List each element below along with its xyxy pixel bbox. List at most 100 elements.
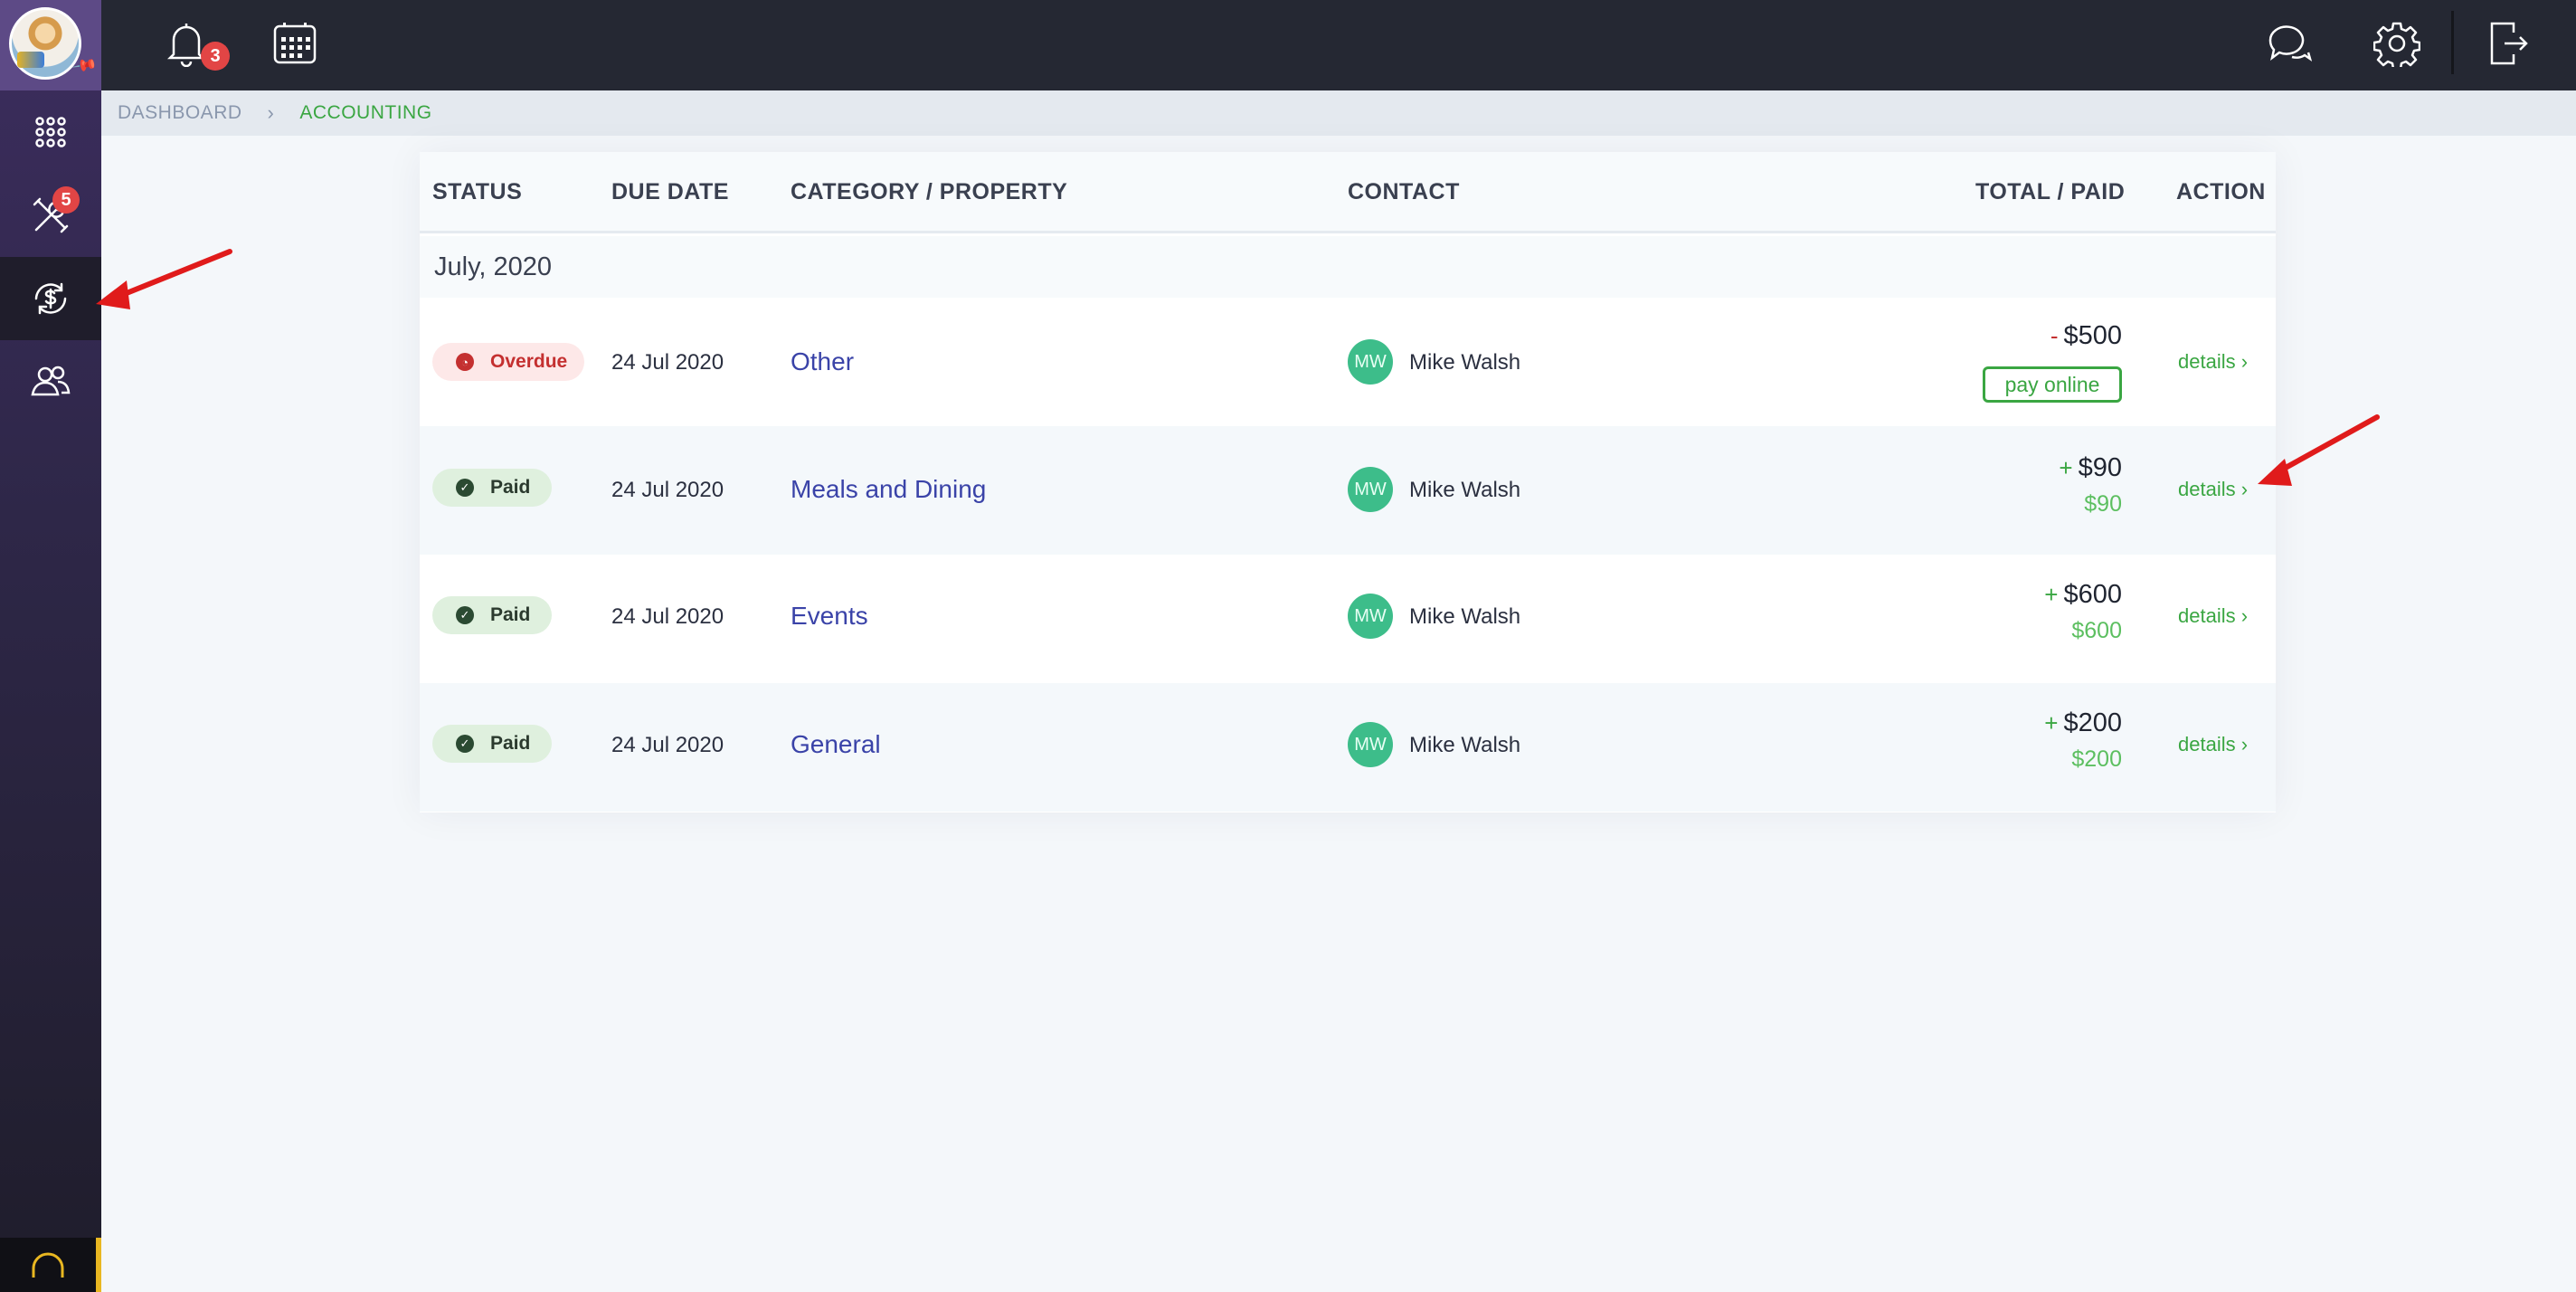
sidebar: 📌 5 bbox=[0, 0, 101, 1292]
amount-sign: + bbox=[2059, 454, 2073, 481]
contact-name: Mike Walsh bbox=[1409, 478, 1521, 502]
column-total: TOTAL / PAID bbox=[1975, 179, 2126, 204]
total-amount: - $500 bbox=[2050, 321, 2122, 351]
contact-avatar: MW bbox=[1348, 594, 1393, 639]
month-group-label: July, 2020 bbox=[434, 252, 553, 281]
sidebar-item-accounting[interactable] bbox=[0, 257, 101, 340]
annotation-arrow-sidebar bbox=[96, 249, 232, 309]
sidebar-item-contacts[interactable] bbox=[0, 340, 101, 423]
gear-icon bbox=[2373, 22, 2420, 67]
total-amount: + $200 bbox=[2044, 708, 2122, 738]
paid-amount: $600 bbox=[2071, 618, 2122, 643]
details-label: details bbox=[2178, 478, 2236, 500]
contact-name: Mike Walsh bbox=[1409, 350, 1521, 375]
accounting-icon bbox=[34, 282, 67, 315]
paid-amount: $200 bbox=[2071, 746, 2122, 772]
status-badge: ✓ Paid bbox=[432, 596, 552, 634]
due-date: 24 Jul 2020 bbox=[611, 350, 724, 375]
total-amount: + $600 bbox=[2044, 580, 2122, 610]
chevron-right-icon: › bbox=[2240, 733, 2249, 755]
contact-name: Mike Walsh bbox=[1409, 733, 1521, 757]
breadcrumb-dashboard[interactable]: DASHBOARD bbox=[118, 102, 242, 123]
column-due-date: DUE DATE bbox=[611, 179, 729, 204]
total-value: $500 bbox=[2063, 321, 2122, 350]
contact-name: Mike Walsh bbox=[1409, 604, 1521, 629]
column-category: CATEGORY / PROPERTY bbox=[791, 179, 1068, 204]
logout-button[interactable] bbox=[2484, 18, 2534, 69]
status-label: Paid bbox=[490, 477, 531, 498]
details-label: details bbox=[2178, 733, 2236, 755]
paid-amount: $90 bbox=[2084, 491, 2122, 517]
category-link[interactable]: General bbox=[791, 730, 881, 758]
chat-button[interactable] bbox=[2263, 18, 2314, 69]
due-date: 24 Jul 2020 bbox=[611, 604, 724, 629]
status-label: Overdue bbox=[490, 351, 568, 372]
pay-online-button[interactable]: pay online bbox=[1983, 366, 2122, 403]
support-button[interactable] bbox=[0, 1238, 101, 1292]
chevron-right-icon: › bbox=[2240, 604, 2249, 627]
notification-badge: 3 bbox=[201, 42, 230, 71]
table-header: STATUS DUE DATE CATEGORY / PROPERTY CONT… bbox=[420, 152, 2276, 233]
topbar-divider bbox=[2451, 11, 2454, 74]
calendar-button[interactable] bbox=[270, 18, 320, 69]
column-status: STATUS bbox=[432, 179, 523, 204]
contact-avatar: MW bbox=[1348, 339, 1393, 385]
sidebar-item-apps[interactable] bbox=[0, 90, 101, 174]
logout-icon bbox=[2490, 22, 2528, 65]
status-label: Paid bbox=[490, 733, 531, 754]
details-label: details bbox=[2178, 604, 2236, 627]
status-label: Paid bbox=[490, 604, 531, 625]
check-icon: ✓ bbox=[456, 735, 474, 753]
due-date: 24 Jul 2020 bbox=[611, 478, 724, 502]
calendar-icon bbox=[273, 23, 317, 64]
due-date: 24 Jul 2020 bbox=[611, 733, 724, 757]
status-badge: ✓ Paid bbox=[432, 469, 552, 507]
amount-sign: + bbox=[2044, 581, 2059, 608]
table-row: ◔ Overdue 24 Jul 2020 Other MW Mike Wals… bbox=[420, 298, 2276, 426]
notifications-button[interactable] bbox=[161, 18, 212, 69]
check-icon: ✓ bbox=[456, 479, 474, 497]
headset-icon bbox=[32, 1252, 64, 1278]
details-link[interactable]: details › bbox=[2178, 350, 2248, 374]
month-group: July, 2020 bbox=[420, 236, 2276, 298]
accounting-table: STATUS DUE DATE CATEGORY / PROPERTY CONT… bbox=[420, 152, 2276, 812]
details-link[interactable]: details › bbox=[2178, 604, 2248, 628]
column-contact: CONTACT bbox=[1348, 179, 1460, 204]
status-badge: ✓ Paid bbox=[432, 725, 552, 763]
status-badge: ◔ Overdue bbox=[432, 343, 584, 381]
breadcrumb-accounting: ACCOUNTING bbox=[299, 102, 432, 123]
breadcrumb: DASHBOARD › ACCOUNTING bbox=[101, 90, 2576, 136]
table-row: ✓ Paid 24 Jul 2020 Meals and Dining MW M… bbox=[420, 426, 2276, 555]
details-link[interactable]: details › bbox=[2178, 733, 2248, 756]
chevron-right-icon: › bbox=[2240, 478, 2249, 500]
total-amount: + $90 bbox=[2059, 453, 2122, 483]
contact-avatar: MW bbox=[1348, 467, 1393, 512]
chat-icon bbox=[2268, 25, 2312, 62]
total-value: $90 bbox=[2078, 453, 2122, 482]
table-row: ✓ Paid 24 Jul 2020 General MW Mike Walsh… bbox=[420, 683, 2276, 812]
tools-badge: 5 bbox=[52, 186, 80, 214]
user-avatar-area[interactable]: 📌 bbox=[0, 0, 101, 90]
category-link[interactable]: Events bbox=[791, 602, 868, 630]
category-link[interactable]: Meals and Dining bbox=[791, 475, 987, 503]
bell-icon bbox=[166, 24, 206, 67]
total-value: $600 bbox=[2063, 580, 2122, 609]
contact-avatar: MW bbox=[1348, 722, 1393, 767]
amount-sign: - bbox=[2050, 322, 2059, 349]
table-row: ✓ Paid 24 Jul 2020 Events MW Mike Walsh … bbox=[420, 555, 2276, 683]
check-icon: ✓ bbox=[456, 606, 474, 624]
category-link[interactable]: Other bbox=[791, 347, 855, 375]
top-bar: 3 bbox=[101, 0, 2576, 90]
chevron-right-icon: › bbox=[267, 101, 275, 124]
total-value: $200 bbox=[2063, 708, 2122, 737]
details-label: details bbox=[2178, 350, 2236, 373]
column-action: ACTION bbox=[2176, 179, 2266, 204]
contacts-icon bbox=[31, 366, 71, 396]
details-link[interactable]: details › bbox=[2178, 478, 2248, 501]
avatar[interactable] bbox=[9, 7, 81, 80]
settings-button[interactable] bbox=[2372, 18, 2422, 69]
amount-sign: + bbox=[2044, 709, 2059, 736]
clock-icon: ◔ bbox=[456, 353, 474, 371]
sidebar-item-tools[interactable]: 5 bbox=[0, 174, 101, 257]
chevron-right-icon: › bbox=[2240, 350, 2249, 373]
